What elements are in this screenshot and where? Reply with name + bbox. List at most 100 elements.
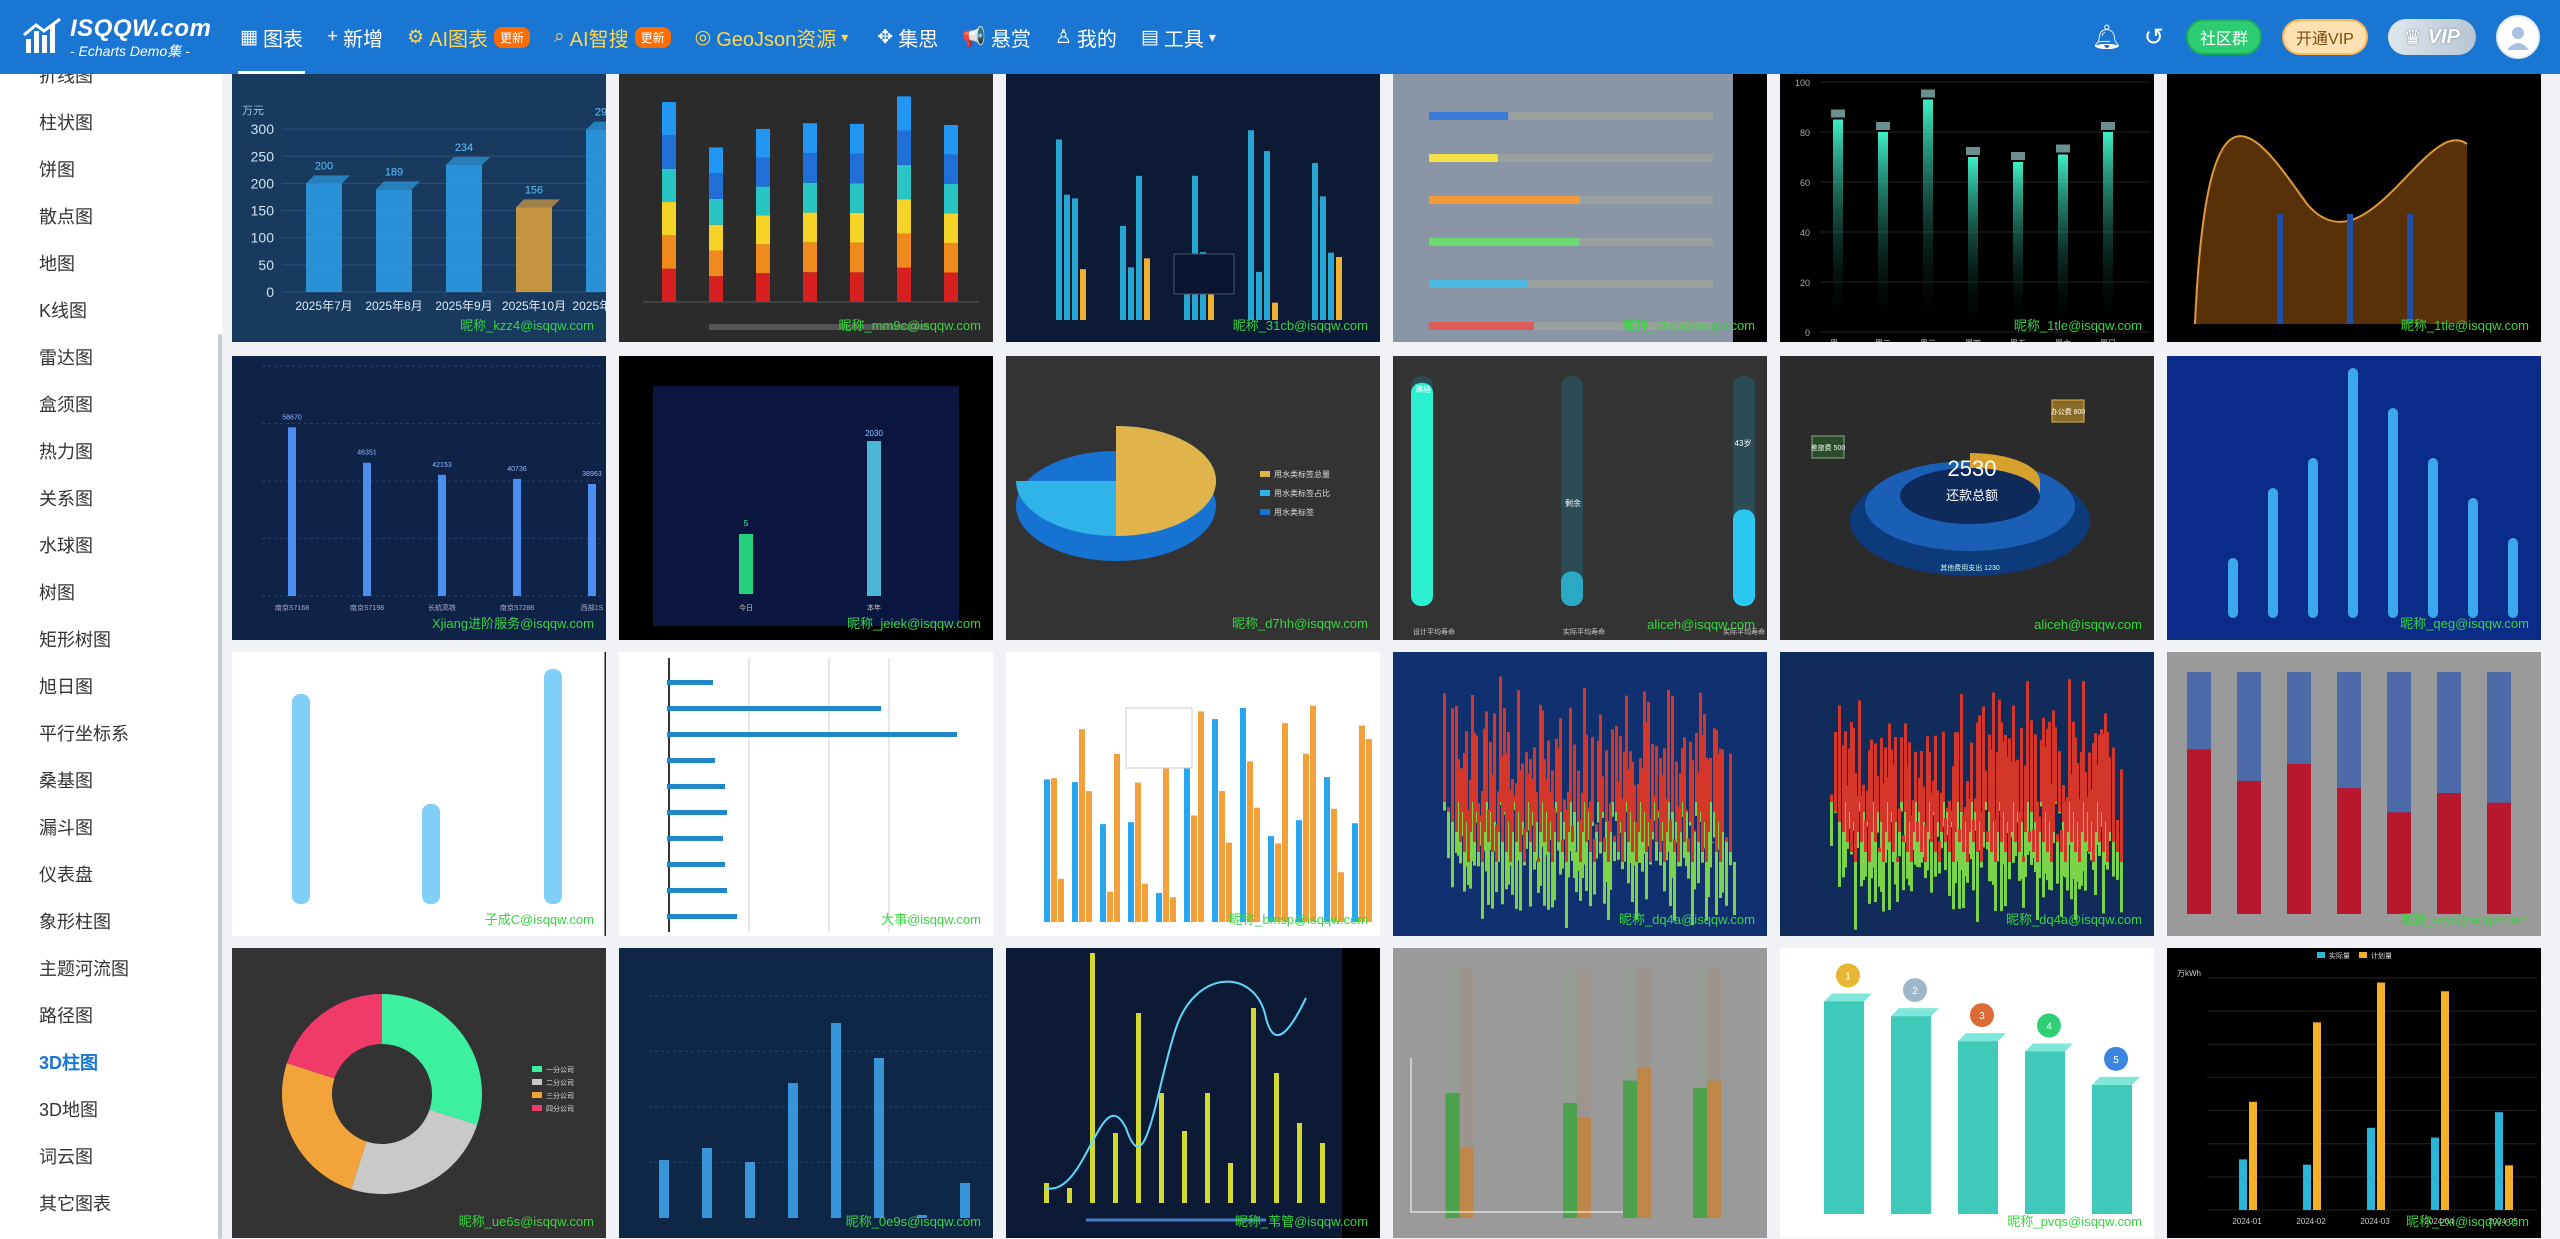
nav-mine[interactable]: ♙ 我的 <box>1043 0 1129 74</box>
sidebar-item[interactable]: 路径图 <box>39 1006 93 1026</box>
sidebar-item[interactable]: 热力图 <box>39 442 93 462</box>
vip-badge[interactable]: ♛ VIP <box>2387 19 2476 55</box>
sidebar-item[interactable]: K线图 <box>39 301 88 321</box>
sidebar-item[interactable]: 仪表盘 <box>39 865 93 885</box>
bar3d <box>1527 802 1530 831</box>
history-icon[interactable]: ↺ <box>2143 23 2164 51</box>
data-label: 299 <box>595 107 606 119</box>
sidebar-item[interactable]: 树图 <box>39 583 75 603</box>
chart-card[interactable]: 58670 南京S7168 46351 南京S7198 42153 长航高铁 40736 南京… <box>232 356 606 640</box>
liquid-bar <box>1561 571 1583 606</box>
sidebar-item[interactable]: 旭日图 <box>39 677 93 697</box>
bar3d <box>1443 693 1446 802</box>
update-badge: 更新 <box>494 26 531 48</box>
chart-card[interactable]: 万kWh 2024-01 2024-02 2024-03 2024-04 2024-05 实… <box>2167 948 2541 1238</box>
chart-card[interactable]: 昵称_31cb@isqqw.com <box>1006 74 1380 342</box>
bar <box>1058 878 1064 922</box>
bar-segment <box>803 212 817 243</box>
sidebar-scrollbar[interactable] <box>218 334 222 1239</box>
sidebar-item[interactable]: 柱状图 <box>39 113 93 133</box>
sidebar-item[interactable]: 关系图 <box>39 489 93 509</box>
sidebar-item[interactable]: 3D柱图 <box>39 1053 99 1073</box>
bar <box>745 1162 755 1218</box>
sidebar-item[interactable]: 矩形树图 <box>39 630 111 650</box>
chart-card[interactable]: 昵称_dq4a@isqqw.com <box>1393 652 1767 936</box>
chart-card[interactable]: 昵称_uryt@isqqw.com <box>2167 652 2541 936</box>
nav-ai-charts[interactable]: ⚙ AI图表 更新 <box>395 0 542 74</box>
site-logo[interactable]: ISQQW.com - Echarts Demo集 - <box>22 16 222 58</box>
bar <box>2487 802 2511 914</box>
bar3d <box>2012 705 2015 802</box>
bar3d <box>1850 722 1853 852</box>
chart-card[interactable]: 昵称_苇管@isqqw.com <box>1006 948 1380 1238</box>
nav-geojson[interactable]: ◎ GeoJson资源 ▾ <box>683 0 866 74</box>
sidebar-item[interactable]: 其它图表 <box>39 1194 111 1214</box>
sidebar-item[interactable]: 主题河流图 <box>39 959 129 979</box>
chart-card[interactable]: 满格 剩余 43岁 设计平均寿命 实际平均寿命 实际平均寿命 aliceh@isqqw.co… <box>1393 356 1767 640</box>
bar <box>2468 498 2478 618</box>
sidebar-item[interactable]: 散点图 <box>39 207 93 227</box>
chart-card[interactable]: 昵称_0e9s@isqqw.com <box>619 948 993 1238</box>
bar <box>667 836 723 841</box>
sidebar-item[interactable]: 漏斗图 <box>39 818 93 838</box>
bar <box>1142 883 1148 922</box>
chart-card[interactable]: 1 2 3 4 5 昵称_pvqs@isqqw.com <box>1780 948 2154 1238</box>
sidebar-item[interactable]: 饼图 <box>39 160 75 180</box>
bar3d <box>1505 753 1508 852</box>
bar3d <box>1459 842 1462 864</box>
nav-jisi[interactable]: ✥ 集思 <box>865 0 950 74</box>
community-group-button[interactable]: 社区群 <box>2186 19 2263 55</box>
chart-card[interactable]: 子成C@isqqw.com <box>232 652 606 936</box>
x-tick-label: 2025年7月 <box>295 299 352 313</box>
nav-tools[interactable]: ▤ 工具 ▾ <box>1129 0 1233 74</box>
bar3d <box>1537 857 1540 862</box>
chart-card[interactable]: 昵称_qeg@isqqw.com <box>2167 356 2541 640</box>
chart-card[interactable]: 用水类标签总量 用水类标签占比 用水类标签 昵称_d7hh@isqqw.com <box>1006 356 1380 640</box>
chart-card[interactable]: 大事@isqqw.com <box>619 652 993 936</box>
sidebar-item[interactable]: 3D地图 <box>39 1100 99 1120</box>
nav-bounty[interactable]: 📢 悬赏 <box>950 0 1043 74</box>
bell-icon[interactable]: 🔔︎ <box>2091 23 2122 51</box>
chart-card[interactable]: 昵称_35tp@isqqw.com <box>1393 74 1767 342</box>
chart-card[interactable]: 昵称_dq4a@isqqw.com <box>1780 652 2154 936</box>
sidebar-item[interactable]: 桑基图 <box>39 771 93 791</box>
bar3d <box>1617 852 1620 860</box>
y-axis-title: 万kWh <box>2177 969 2201 978</box>
bar3d <box>1515 783 1518 842</box>
chart-card[interactable]: 万元 0 50 100 150 200 250 300 200 2025年7月 189 2025年8月… <box>232 74 606 342</box>
sidebar-item[interactable]: 地图 <box>39 254 75 274</box>
sidebar-item[interactable]: 象形柱图 <box>39 912 111 932</box>
sidebar-item[interactable]: 折线图 <box>39 74 93 86</box>
card-author: 昵称_d7hh@isqqw.com <box>1231 616 1368 631</box>
chart-card[interactable]: 5 2030 今日 本年 昵称_jeiek@isqqw.com <box>619 356 993 640</box>
bar3d <box>1603 838 1606 852</box>
sidebar-item[interactable]: 盒须图 <box>39 395 93 415</box>
bar3d <box>1990 749 1993 852</box>
y-tick-label: 80 <box>1800 128 1810 138</box>
bar3d <box>1593 862 1596 895</box>
nav-add[interactable]: + 新增 <box>315 0 395 74</box>
chart-card[interactable]: 昵称_bmsp@isqqw.com <box>1006 652 1380 936</box>
chart-card[interactable]: 2530 还款总额 办公费 800 差旅费 500 其他费用支出 1230 aliceh@… <box>1780 356 2154 640</box>
open-vip-button[interactable]: 开通VIP <box>2282 19 2368 55</box>
bar3d <box>1898 832 1901 857</box>
sidebar-item[interactable]: 水球图 <box>39 536 93 556</box>
chart-card[interactable]: 一分公司 二分公司 三分公司 四分公司 昵称_ue6s@isqqw.com <box>232 948 606 1238</box>
nav-ai-search[interactable]: ⌕ AI智搜 更新 <box>542 0 683 74</box>
bar3d <box>1579 820 1582 862</box>
bar3d <box>1986 831 1989 842</box>
bar3d <box>1509 862 1512 866</box>
chart-card[interactable] <box>1393 948 1767 1238</box>
x-tick-label: 2024-03 <box>2360 1217 2390 1226</box>
nav-charts[interactable]: ▦ 图表 <box>228 0 315 74</box>
chart-card[interactable]: 0 20 40 60 80 100 周一 周二 周三 周四 周五 周六 周日 昵称_1tle@isqqw.… <box>1780 74 2154 342</box>
sidebar-item[interactable]: 词云图 <box>39 1147 93 1167</box>
bar3d <box>1934 735 1937 852</box>
sidebar-item[interactable]: 雷达图 <box>39 348 93 368</box>
avatar[interactable] <box>2496 15 2540 59</box>
bar3d <box>2042 842 2045 898</box>
chart-card[interactable]: 昵称_1tle@isqqw.com <box>2167 74 2541 342</box>
bar3d <box>2048 721 2051 822</box>
sidebar-item[interactable]: 平行坐标系 <box>39 724 129 744</box>
chart-card[interactable]: 昵称_mm9c@isqqw.com <box>619 74 993 342</box>
